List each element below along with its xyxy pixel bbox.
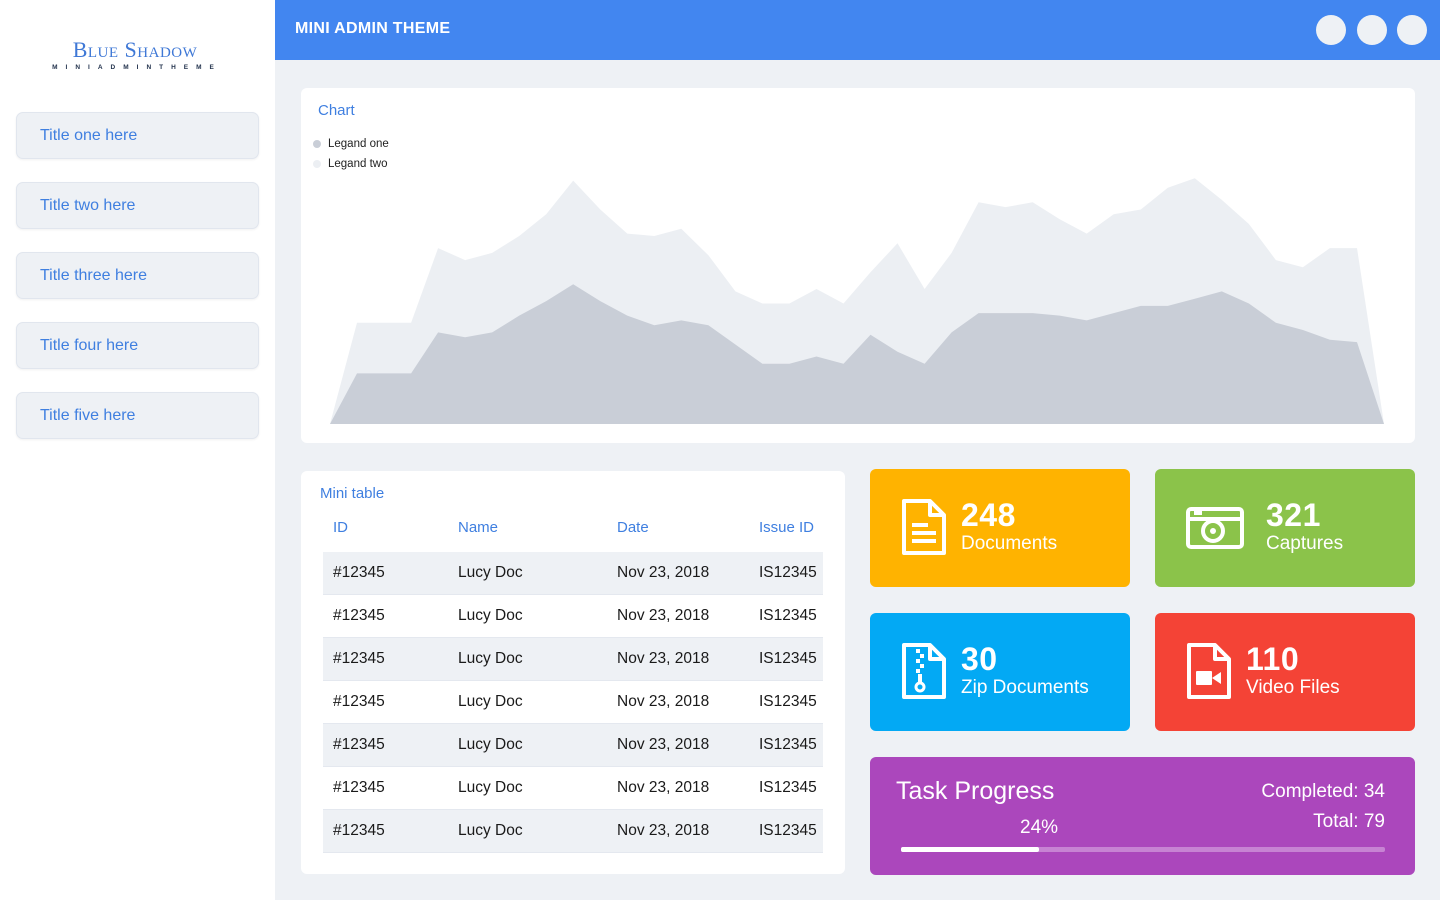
cell-id: #12345 [333,736,385,753]
brand-logo[interactable]: Blue Shadow MINIADMINTHEME [40,38,230,72]
cell-date: Nov 23, 2018 [617,607,710,624]
cell-id: #12345 [333,607,385,624]
column-header-id[interactable]: ID [333,519,348,536]
cell-name: Lucy Doc [458,564,523,581]
zip-documents-count: 30 [961,641,998,677]
legend-item-1[interactable]: Legand one [313,134,389,154]
table-row[interactable]: #12345 Lucy Doc Nov 23, 2018 IS12345 [323,681,823,724]
cell-name: Lucy Doc [458,736,523,753]
table-title: Mini table [320,485,385,502]
legend-item-2[interactable]: Legand two [313,154,389,174]
cell-issue-id: IS12345 [759,779,817,796]
task-progress-bar [901,847,1385,852]
documents-tile[interactable]: 248 Documents [870,469,1130,587]
column-header-name[interactable]: Name [458,519,499,536]
cell-issue-id: IS12345 [759,822,817,839]
sidebar-item-2[interactable]: Title two here [16,182,259,229]
table-row[interactable]: #12345 Lucy Doc Nov 23, 2018 IS12345 [323,595,823,638]
task-completed-count: Completed: 34 [1261,781,1385,802]
cell-id: #12345 [333,779,385,796]
sidebar: Blue Shadow MINIADMINTHEME Title one her… [0,0,275,900]
legend-swatch-1 [313,140,321,148]
top-bar: MINI ADMIN THEME [275,0,1440,60]
mini-table-card: Mini table ID Name Date Issue ID #12345 … [301,471,845,874]
cell-date: Nov 23, 2018 [617,779,710,796]
sidebar-item-1[interactable]: Title one here [16,112,259,159]
document-icon [902,499,946,555]
table-row[interactable]: #12345 Lucy Doc Nov 23, 2018 IS12345 [323,724,823,767]
video-files-tile[interactable]: 110 Video Files [1155,613,1415,731]
cell-date: Nov 23, 2018 [617,822,710,839]
header-action-2-button[interactable] [1357,15,1387,45]
table-row[interactable]: #12345 Lucy Doc Nov 23, 2018 IS12345 [323,638,823,681]
brand-subtitle: MINIADMINTHEME [52,64,222,71]
cell-name: Lucy Doc [458,650,523,667]
cell-issue-id: IS12345 [759,736,817,753]
column-header-issue-id[interactable]: Issue ID [759,519,815,536]
cell-id: #12345 [333,693,385,710]
camera-icon [1186,507,1244,549]
cell-date: Nov 23, 2018 [617,693,710,710]
cell-date: Nov 23, 2018 [617,650,710,667]
brand-title: Blue Shadow [72,37,198,62]
cell-date: Nov 23, 2018 [617,564,710,581]
zip-documents-tile[interactable]: 30 Zip Documents [870,613,1130,731]
table-row[interactable]: #12345 Lucy Doc Nov 23, 2018 IS12345 [323,767,823,810]
header-action-3-button[interactable] [1397,15,1427,45]
table-header: ID Name Date Issue ID [323,515,823,552]
video-file-icon [1187,643,1231,699]
table-row[interactable]: #12345 Lucy Doc Nov 23, 2018 IS12345 [323,810,823,853]
task-progress-percent: 24% [1020,817,1059,838]
cell-date: Nov 23, 2018 [617,736,710,753]
task-progress-title: Task Progress [896,777,1055,805]
area-series-1 [330,284,1384,424]
task-total-count: Total: 79 [1313,811,1385,832]
header-action-1-button[interactable] [1316,15,1346,45]
task-progress-card: Task Progress 24% Completed: 34 Total: 7… [870,757,1415,875]
cell-issue-id: IS12345 [759,607,817,624]
legend-label-1: Legand one [328,138,389,150]
zip-documents-label: Zip Documents [961,677,1089,698]
table-row[interactable]: #12345 Lucy Doc Nov 23, 2018 IS12345 [323,552,823,595]
column-header-date[interactable]: Date [617,519,649,536]
legend-label-2: Legand two [328,158,388,170]
cell-name: Lucy Doc [458,822,523,839]
page-title: MINI ADMIN THEME [295,20,451,37]
captures-count: 321 [1266,497,1321,533]
sidebar-item-4[interactable]: Title four here [16,322,259,369]
cell-issue-id: IS12345 [759,564,817,581]
sidebar-nav: Title one here Title two here Title thre… [16,112,259,462]
chart-title: Chart [318,102,355,119]
legend-swatch-2 [313,160,321,168]
cell-name: Lucy Doc [458,607,523,624]
captures-label: Captures [1266,533,1344,554]
task-progress-fill [901,847,1039,852]
cell-issue-id: IS12345 [759,650,817,667]
sidebar-item-3[interactable]: Title three here [16,252,259,299]
captures-tile[interactable]: 321 Captures [1155,469,1415,587]
sidebar-item-5[interactable]: Title five here [16,392,259,439]
cell-name: Lucy Doc [458,693,523,710]
video-files-count: 110 [1246,641,1300,677]
cell-id: #12345 [333,564,385,581]
table-body: #12345 Lucy Doc Nov 23, 2018 IS12345 #12… [323,552,823,853]
cell-issue-id: IS12345 [759,693,817,710]
documents-label: Documents [961,533,1058,554]
cell-id: #12345 [333,822,385,839]
chart-legend: Legand one Legand two [313,134,389,174]
zip-file-icon [902,643,946,699]
documents-count: 248 [961,497,1016,533]
chart-card: Chart Legand one Legand two [301,88,1415,443]
video-files-label: Video Files [1246,677,1340,698]
cell-name: Lucy Doc [458,779,523,796]
cell-id: #12345 [333,650,385,667]
area-chart [330,178,1384,424]
